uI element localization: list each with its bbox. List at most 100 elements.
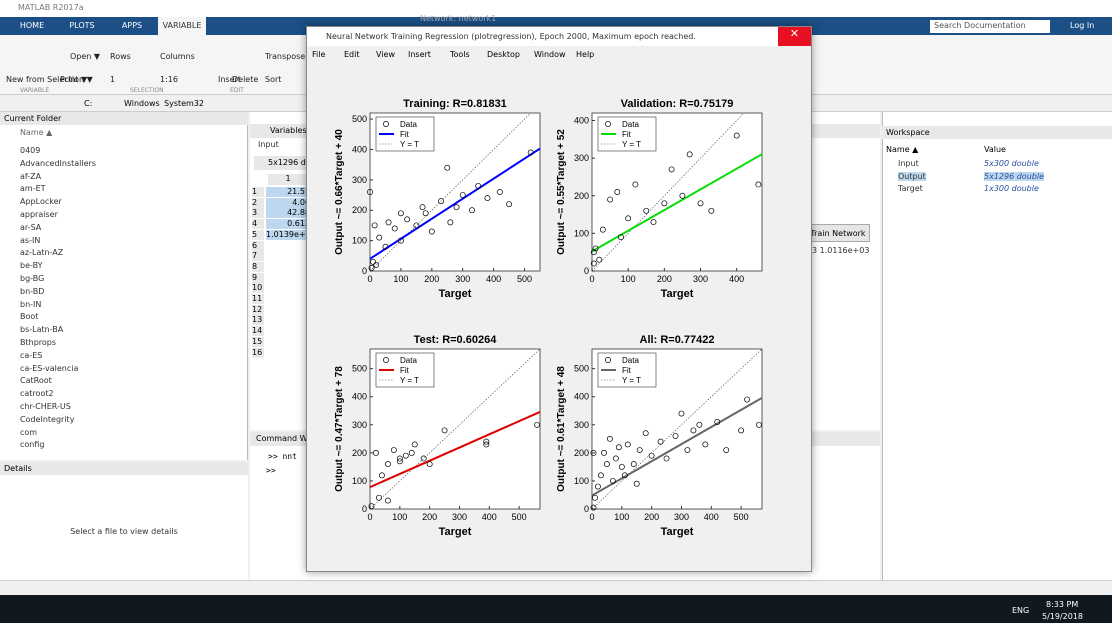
folder-item[interactable]: Bthprops <box>20 338 56 347</box>
folder-item[interactable]: bs-Latn-BA <box>20 325 63 334</box>
ribbon-tab[interactable]: APPS <box>108 17 156 35</box>
row-number: 4 <box>252 219 264 229</box>
variable-size: 5x1296 dc <box>254 156 310 170</box>
legend-label: Data <box>622 356 639 365</box>
ribbon-button[interactable]: Transpose <box>265 52 305 61</box>
x-tick-label: 300 <box>693 274 708 284</box>
y-tick-label: 0 <box>584 504 589 514</box>
folder-item[interactable]: config <box>20 440 44 449</box>
path-part[interactable]: C: <box>84 99 92 108</box>
close-button[interactable]: ✕ <box>778 27 811 46</box>
ribbon-tab[interactable]: PLOTS <box>58 17 106 35</box>
x-tick-label: 300 <box>455 274 470 284</box>
menu-item[interactable]: Help <box>576 50 594 59</box>
regression-plots: Training: R=0.81831TargetOutput ~= 0.66*… <box>306 63 812 571</box>
folder-item[interactable]: as-IN <box>20 236 40 245</box>
ribbon-section: EDIT <box>230 87 244 94</box>
x-tick-label: 400 <box>729 274 744 284</box>
row-number: 12 <box>252 305 264 315</box>
legend-label: Fit <box>622 366 632 375</box>
ribbon-tab[interactable]: HOME <box>8 17 56 35</box>
ribbon-tab[interactable]: VARIABLE <box>158 17 206 35</box>
search-box[interactable]: Search Documentation <box>930 20 1050 33</box>
cell[interactable]: 4.06 <box>266 198 310 208</box>
plot: Validation: R=0.75179TargetOutput ~= 0.5… <box>556 98 762 300</box>
y-axis-label: Output ~= 0.55*Target + 52 <box>556 129 567 255</box>
folder-item[interactable]: ar-SA <box>20 223 41 232</box>
menu-item[interactable]: Tools <box>450 50 470 59</box>
folder-item[interactable]: chr-CHER-US <box>20 402 71 411</box>
folder-item[interactable]: AdvancedInstallers <box>20 159 96 168</box>
legend-label: Fit <box>400 366 410 375</box>
workspace-cell[interactable]: 5x300 double <box>984 159 1039 168</box>
y-axis-label: Output ~= 0.66*Target + 40 <box>334 129 345 255</box>
y-tick-label: 200 <box>352 205 367 215</box>
folder-item[interactable]: catroot2 <box>20 389 54 398</box>
folder-item[interactable]: CatRoot <box>20 376 52 385</box>
workspace-cell[interactable]: 1x300 double <box>984 184 1039 193</box>
ribbon-section: VARIABLE <box>20 87 49 94</box>
cell[interactable]: 1.0139e+0 <box>266 230 310 240</box>
cell[interactable]: 21.51 <box>266 187 310 197</box>
cell[interactable]: 42.88 <box>266 208 310 218</box>
cell[interactable]: 0.613 <box>266 219 310 229</box>
ribbon-button[interactable]: 1:16 <box>160 75 178 84</box>
folder-item[interactable]: CodeIntegrity <box>20 415 74 424</box>
column-header[interactable]: Name ▲ <box>20 128 52 137</box>
cell: 3 1.0116e+03 <box>812 246 869 255</box>
menu-item[interactable]: Desktop <box>487 50 520 59</box>
legend-label: Data <box>622 120 639 129</box>
x-tick-label: 200 <box>422 512 437 522</box>
workspace-cell[interactable]: 5x1296 double <box>984 172 1044 181</box>
folder-item[interactable]: bn-BD <box>20 287 44 296</box>
y-tick-label: 300 <box>574 420 589 430</box>
folder-item[interactable]: Boot <box>20 312 38 321</box>
folder-item[interactable]: 0409 <box>20 146 40 155</box>
ribbon-button[interactable]: Sort <box>265 75 281 84</box>
row-number: 16 <box>252 348 264 358</box>
folder-item[interactable]: ca-ES-valencia <box>20 364 78 373</box>
menu-item[interactable]: View <box>376 50 395 59</box>
workspace-cell[interactable]: Output <box>898 172 926 181</box>
ribbon-button[interactable]: Rows <box>110 52 131 61</box>
folder-item[interactable]: am-ET <box>20 184 46 193</box>
folder-item[interactable]: az-Latn-AZ <box>20 248 63 257</box>
ribbon-button[interactable]: Open ▼ <box>70 52 100 61</box>
folder-item[interactable]: bn-IN <box>20 300 41 309</box>
x-tick-label: 400 <box>482 512 497 522</box>
row-number: 2 <box>252 198 264 208</box>
folder-item[interactable]: be-BY <box>20 261 43 270</box>
workspace-cell[interactable]: Input <box>898 159 919 168</box>
workspace-cell[interactable]: Target <box>898 184 923 193</box>
menu-item[interactable]: Window <box>534 50 566 59</box>
row-number: 9 <box>252 273 264 283</box>
login[interactable]: Log In <box>1070 21 1094 30</box>
folder-item[interactable]: appraiser <box>20 210 58 219</box>
panel-title: Workspace <box>882 126 1112 139</box>
x-tick-label: 500 <box>517 274 532 284</box>
folder-item[interactable]: ca-ES <box>20 351 42 360</box>
folder-item[interactable]: com <box>20 428 37 437</box>
ribbon-button[interactable]: Delete <box>232 75 258 84</box>
train-button[interactable]: Train Network <box>806 224 870 242</box>
path-part[interactable]: System32 <box>164 99 204 108</box>
y-axis-label: Output ~= 0.47*Target + 78 <box>334 366 345 492</box>
y-tick-label: 100 <box>574 228 589 238</box>
menu-item[interactable]: File <box>312 50 325 59</box>
legend-label: Y = T <box>400 376 419 385</box>
folder-item[interactable]: af-ZA <box>20 172 41 181</box>
ribbon-button[interactable]: Print ▼ <box>60 75 87 84</box>
x-tick-label: 400 <box>704 512 719 522</box>
menu-item[interactable]: Insert <box>408 50 431 59</box>
folder-item[interactable]: bg-BG <box>20 274 44 283</box>
ribbon-button[interactable]: 1 <box>110 75 115 84</box>
y-tick-label: 200 <box>574 448 589 458</box>
plot: Test: R=0.60264TargetOutput ~= 0.47*Targ… <box>334 334 540 538</box>
menu-item[interactable]: Edit <box>344 50 360 59</box>
ribbon-button[interactable]: Columns <box>160 52 195 61</box>
folder-item[interactable]: AppLocker <box>20 197 62 206</box>
variable-tab[interactable]: Input <box>258 140 279 149</box>
path-part[interactable]: Windows <box>124 99 160 108</box>
row-number: 8 <box>252 262 264 272</box>
